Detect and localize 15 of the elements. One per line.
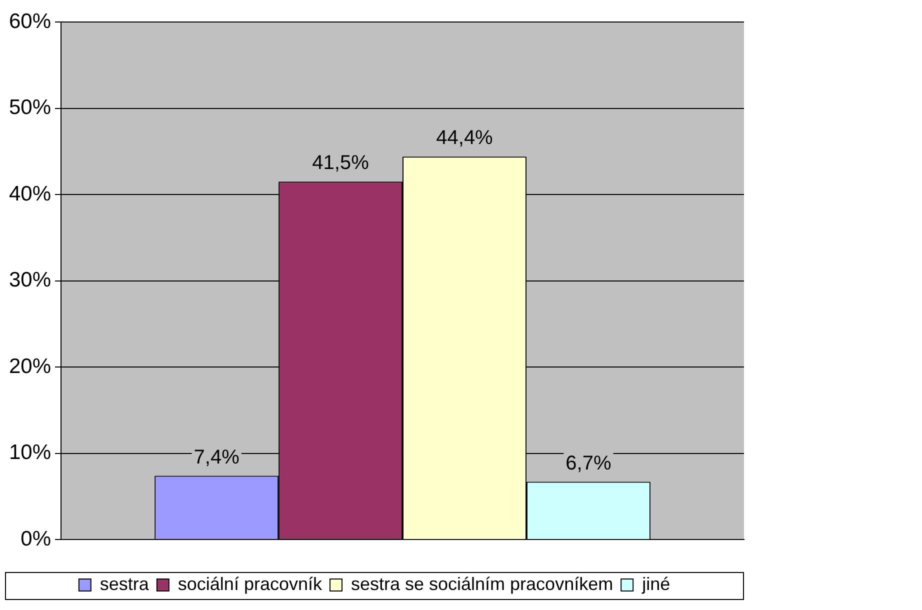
y-tick-label: 60%	[9, 10, 52, 33]
data-label: 7,4%	[194, 446, 240, 468]
y-tick-label: 0%	[20, 527, 52, 550]
legend-label: jiné	[641, 574, 670, 594]
legend-label: sestra	[100, 574, 150, 594]
data-label: 41,5%	[312, 152, 370, 174]
y-tick-label: 20%	[9, 354, 52, 378]
legend-label: sociální pracovník	[178, 574, 323, 594]
y-tick-label: 10%	[9, 441, 52, 464]
y-tick-label: 40%	[9, 182, 52, 206]
y-tick-label: 50%	[9, 96, 52, 120]
y-tick-label: 30%	[9, 268, 52, 292]
data-label: 44,4%	[436, 127, 494, 150]
legend-label: sestra se sociálním pracovníkem	[350, 574, 614, 594]
data-label: 6,7%	[566, 452, 612, 474]
